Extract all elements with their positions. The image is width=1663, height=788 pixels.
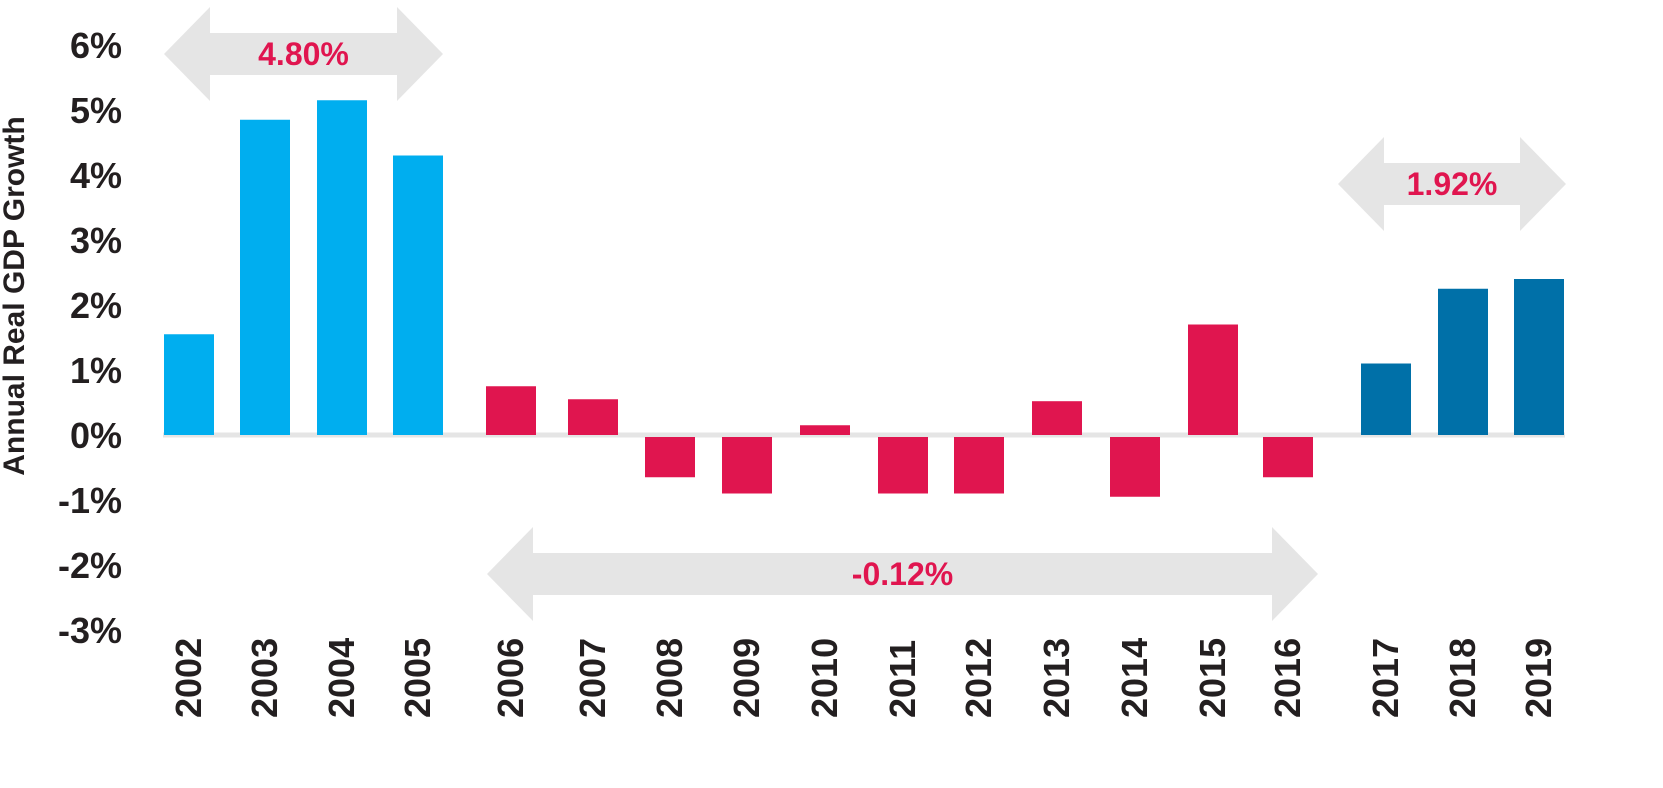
x-tick-label: 2007 (572, 638, 613, 718)
y-tick-label: -2% (58, 545, 122, 586)
y-tick-label: -1% (58, 480, 122, 521)
bar-2008 (645, 437, 695, 478)
bar-2019 (1514, 279, 1564, 435)
x-tick-labels: 2002 2003 2004 2005 2006 2007 2008 2009 2010 2011… (168, 638, 1559, 718)
y-tick-labels: 6% 5% 4% 3% 2% 1% 0% -1% -2% -3% (58, 25, 122, 651)
y-tick-label: 6% (70, 25, 122, 66)
y-axis-title: Annual Real GDP Growth (0, 116, 31, 476)
bar-2005 (393, 155, 443, 435)
x-tick-label: 2009 (726, 638, 767, 718)
x-tick-label: 2017 (1365, 638, 1406, 718)
bar-2007 (568, 399, 618, 435)
x-tick-label: 2005 (397, 638, 438, 718)
bar-2014 (1110, 437, 1160, 497)
bar-2006 (486, 386, 536, 435)
x-tick-label: 2019 (1518, 638, 1559, 718)
x-tick-label: 2008 (649, 638, 690, 718)
annotation-arrow (487, 527, 1318, 621)
bar-2012 (954, 437, 1004, 494)
bar-2016 (1263, 437, 1313, 478)
bar-2009 (722, 437, 772, 494)
x-tick-label: 2003 (244, 638, 285, 718)
y-tick-label: -3% (58, 610, 122, 651)
y-tick-label: 5% (70, 90, 122, 131)
annotation-label: 1.92% (1407, 166, 1498, 202)
annotation-arrow (1338, 137, 1566, 231)
bar-2002 (164, 334, 214, 435)
bar-2003 (240, 119, 290, 435)
x-tick-label: 2013 (1036, 638, 1077, 718)
annotation-arrow (164, 7, 443, 101)
annotation-label: -0.12% (852, 556, 953, 592)
bar-2017 (1361, 363, 1411, 435)
x-tick-label: 2010 (804, 638, 845, 718)
bar-2015 (1188, 324, 1238, 435)
x-tick-label: 2004 (321, 638, 362, 718)
bar-2010 (800, 425, 850, 435)
x-tick-label: 2015 (1192, 638, 1233, 718)
bar-2013 (1032, 401, 1082, 435)
x-tick-label: 2002 (168, 638, 209, 718)
x-tick-label: 2016 (1267, 638, 1308, 718)
bars (164, 100, 1564, 497)
x-tick-label: 2012 (958, 638, 999, 718)
y-tick-label: 2% (70, 285, 122, 326)
annotation-arrows: 4.80% -0.12% 1.92% (164, 7, 1566, 621)
bar-2018 (1438, 288, 1488, 435)
x-tick-label: 2018 (1442, 638, 1483, 718)
bar-2004 (317, 100, 367, 435)
y-tick-label: 3% (70, 220, 122, 261)
bar-2011 (878, 437, 928, 494)
x-tick-label: 2011 (882, 640, 923, 718)
x-tick-label: 2006 (490, 638, 531, 718)
x-tick-label: 2014 (1114, 638, 1155, 718)
y-tick-label: 0% (70, 415, 122, 456)
annotation-label: 4.80% (258, 36, 349, 72)
y-tick-label: 4% (70, 155, 122, 196)
y-tick-label: 1% (70, 350, 122, 391)
